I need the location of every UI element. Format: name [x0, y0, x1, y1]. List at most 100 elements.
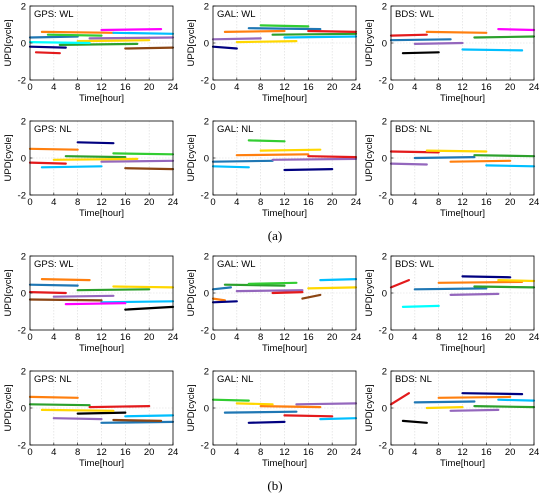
x-tick-label: 24 [351, 447, 362, 458]
x-tick-label: 8 [75, 447, 80, 458]
y-axis-label: UPD[cycle] [186, 270, 197, 317]
x-tick-label: 0 [210, 82, 215, 93]
y-axis-label: UPD[cycle] [186, 385, 197, 432]
y-tick-label: 2 [204, 367, 209, 378]
x-tick-label: 4 [412, 82, 417, 93]
series-line [64, 302, 127, 306]
series-line [283, 35, 358, 39]
series-line [40, 30, 115, 34]
x-tick-label: 8 [75, 82, 80, 93]
series-line [223, 29, 286, 33]
x-tick-label: 16 [303, 82, 314, 93]
series-line [235, 153, 310, 157]
x-tick-label: 4 [51, 332, 56, 343]
series-line [28, 40, 91, 45]
y-tick-label: 2 [21, 367, 26, 378]
y-axis-label: UPD[cycle] [186, 20, 197, 67]
series-line [247, 281, 298, 285]
series-line [425, 149, 488, 153]
x-tick-label: 16 [120, 82, 131, 93]
x-axis-label: Time[hour] [79, 93, 124, 104]
x-tick-label: 8 [75, 332, 80, 343]
series-line [235, 39, 298, 44]
series-line [401, 304, 440, 308]
panel-title: GAL: WL [217, 9, 256, 20]
y-tick-label: 0 [21, 39, 26, 50]
series-line [319, 417, 358, 421]
y-axis-label: UPD[cycle] [3, 20, 14, 67]
series-line [473, 154, 536, 158]
series-line [28, 161, 67, 165]
x-tick-label: 24 [351, 82, 362, 93]
x-tick-label: 20 [144, 82, 155, 93]
x-tick-label: 16 [120, 447, 131, 458]
y-tick-label: -2 [201, 76, 209, 87]
series-line [259, 148, 322, 152]
series-line [76, 141, 115, 145]
x-tick-label: 20 [505, 332, 516, 343]
x-tick-label: 4 [234, 447, 239, 458]
x-tick-label: 0 [210, 197, 215, 208]
panel-title: GPS: NL [34, 374, 72, 385]
series-line [413, 41, 464, 46]
series-line [425, 30, 488, 34]
series-line [211, 300, 238, 304]
y-tick-label: -2 [18, 76, 26, 87]
y-tick-label: 2 [204, 2, 209, 13]
series-line [76, 39, 151, 43]
series-line [497, 398, 536, 402]
x-tick-label: 20 [144, 447, 155, 458]
x-tick-label: 8 [436, 197, 441, 208]
y-tick-label: -2 [18, 191, 26, 202]
series-line [28, 403, 91, 407]
series-line [28, 45, 67, 49]
y-axis-label: UPD[cycle] [3, 135, 14, 182]
x-tick-label: 8 [258, 332, 263, 343]
y-tick-label: 2 [382, 252, 387, 263]
series-line [211, 286, 232, 291]
panel-title: GAL: NL [217, 374, 253, 385]
x-tick-label: 0 [388, 197, 393, 208]
y-tick-label: 2 [382, 2, 387, 13]
series-line [473, 35, 536, 39]
series-line [100, 420, 175, 424]
series-line [124, 414, 175, 418]
panel-title: GPS: NL [34, 124, 72, 135]
series-line [401, 51, 440, 55]
panel-title: BDS: NL [395, 124, 432, 135]
y-tick-label: -2 [201, 441, 209, 452]
x-tick-label: 12 [279, 82, 290, 93]
series-line [389, 162, 428, 166]
series-line [124, 305, 175, 311]
x-tick-label: 24 [529, 447, 540, 458]
series-line [58, 42, 139, 47]
x-tick-label: 4 [51, 447, 56, 458]
y-tick-label: 2 [382, 117, 387, 128]
x-tick-label: 12 [279, 197, 290, 208]
x-axis-label: Time[hour] [79, 208, 124, 219]
x-tick-label: 16 [303, 197, 314, 208]
series-line [497, 279, 536, 283]
y-tick-label: 2 [21, 252, 26, 263]
series-line [449, 159, 512, 163]
series-line [100, 300, 175, 304]
x-tick-label: 24 [168, 332, 179, 343]
x-tick-label: 0 [210, 332, 215, 343]
y-tick-label: 2 [21, 117, 26, 128]
series-line [211, 159, 274, 163]
series-line [40, 408, 115, 412]
series-line [235, 289, 304, 293]
caption-b: (b) [267, 478, 283, 493]
x-tick-label: 12 [457, 197, 468, 208]
y-tick-label: -2 [379, 326, 387, 337]
series-line [295, 402, 358, 406]
series-line [437, 280, 524, 284]
